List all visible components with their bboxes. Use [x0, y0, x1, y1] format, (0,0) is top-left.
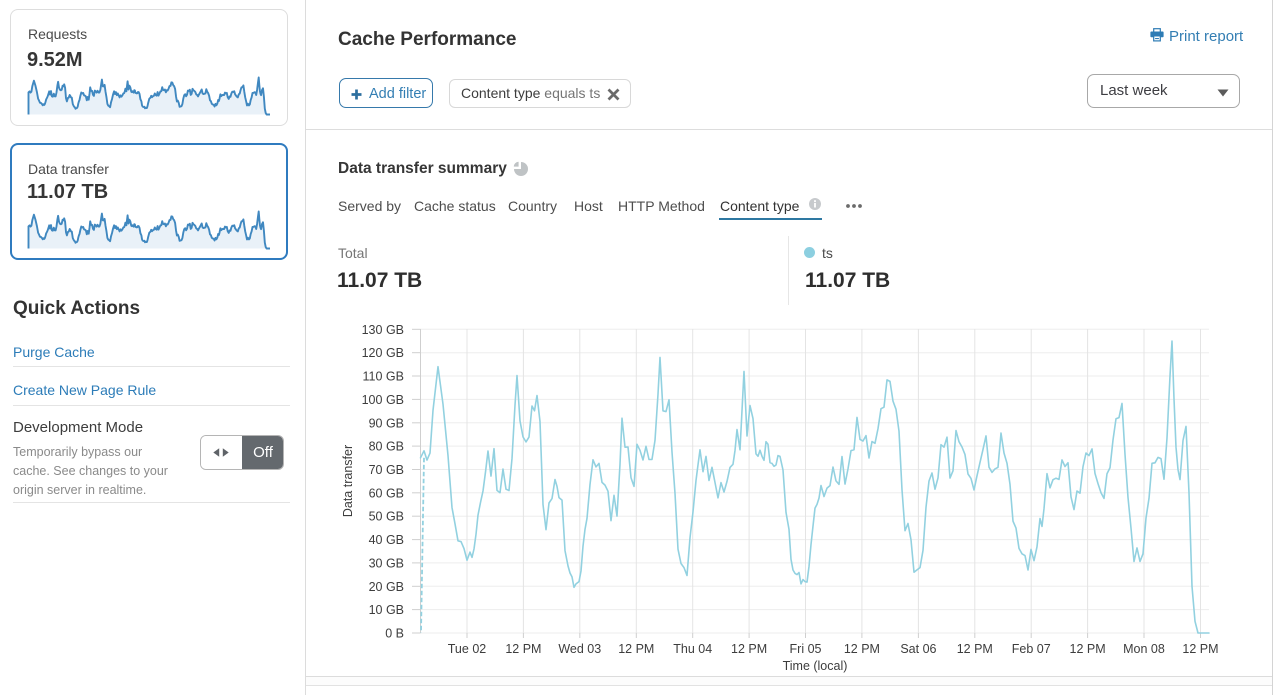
svg-text:12 PM: 12 PM [1182, 642, 1218, 656]
svg-text:Mon 08: Mon 08 [1123, 642, 1165, 656]
svg-text:60 GB: 60 GB [369, 486, 404, 500]
svg-text:12 PM: 12 PM [1070, 642, 1106, 656]
svg-text:10 GB: 10 GB [369, 603, 404, 617]
svg-text:130 GB: 130 GB [362, 323, 404, 337]
svg-text:12 PM: 12 PM [618, 642, 654, 656]
svg-text:80 GB: 80 GB [369, 440, 404, 454]
svg-text:12 PM: 12 PM [957, 642, 993, 656]
svg-text:Fri 05: Fri 05 [790, 642, 822, 656]
svg-text:12 PM: 12 PM [731, 642, 767, 656]
svg-text:20 GB: 20 GB [369, 580, 404, 594]
svg-text:50 GB: 50 GB [369, 510, 404, 524]
svg-text:Thu 04: Thu 04 [673, 642, 712, 656]
svg-text:Data transfer: Data transfer [341, 445, 355, 517]
svg-text:12 PM: 12 PM [844, 642, 880, 656]
svg-text:40 GB: 40 GB [369, 533, 404, 547]
svg-text:30 GB: 30 GB [369, 556, 404, 570]
svg-text:0 B: 0 B [385, 627, 404, 641]
svg-text:12 PM: 12 PM [505, 642, 541, 656]
svg-text:Time (local): Time (local) [783, 659, 848, 673]
svg-text:Feb 07: Feb 07 [1012, 642, 1051, 656]
svg-text:110 GB: 110 GB [363, 370, 404, 384]
svg-text:Wed 03: Wed 03 [558, 642, 601, 656]
svg-text:90 GB: 90 GB [369, 416, 404, 430]
svg-text:100 GB: 100 GB [362, 393, 404, 407]
svg-text:Sat 06: Sat 06 [900, 642, 936, 656]
svg-text:120 GB: 120 GB [362, 346, 404, 360]
svg-text:Tue 02: Tue 02 [448, 642, 487, 656]
svg-text:70 GB: 70 GB [369, 463, 404, 477]
